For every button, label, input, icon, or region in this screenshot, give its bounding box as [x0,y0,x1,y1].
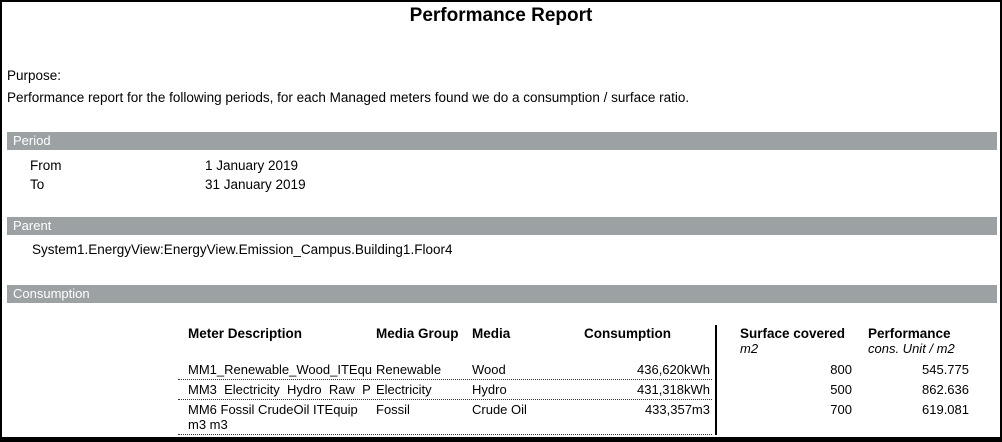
table-row: MM1_Renewable_Wood_ITEqu Renewable Wood … [178,359,969,380]
cell-consumption: 433,357m3 [644,402,710,417]
table-row: MM3 Electricity Hydro Raw P Electricity … [178,379,969,400]
cell-spacer [852,362,868,377]
column-header-consumption: Consumption [584,326,671,341]
subheader-spacer [584,341,710,355]
cell-surface-covered: 700 [830,402,852,417]
cell-media-group: Fossil [376,402,410,417]
column-subheader-surface-unit: m2 [740,341,759,356]
period-section-header: Period [7,132,997,150]
cell-performance: 545.775 [922,362,969,377]
cell-media: Crude Oil [472,402,527,417]
period-from-value: 1 January 2019 [205,158,299,173]
period-to-label: To [30,177,45,192]
cell-media: Hydro [472,382,507,397]
column-header-meter: Meter Description [188,326,303,341]
cell-meter-description: MM3 Electricity Hydro Raw P [188,382,371,397]
consumption-table-header: Meter Description Media Group Media Cons… [188,326,969,356]
column-subheader-performance-unit: cons. Unit / m2 [868,341,955,356]
cell-performance: 619.081 [922,402,969,417]
period-from-label: From [30,158,62,173]
cell-media-group: Electricity [376,382,432,397]
cell-media: Wood [472,362,506,377]
consumption-table-body: MM1_Renewable_Wood_ITEqu Renewable Wood … [178,359,969,435]
cell-spacer [852,382,868,397]
cell-consumption: 436,620kWh [637,362,710,377]
cell-performance: 862.636 [922,382,969,397]
cell-media-group: Renewable [376,362,442,377]
purpose-description: Performance report for the following per… [7,90,690,105]
parent-path: System1.EnergyView:EnergyView.Emission_C… [32,242,453,257]
column-header-surface: Surface covered [740,326,846,341]
column-header-performance: Performance [868,326,951,341]
table-row: MM6 Fossil CrudeOil ITEquip m3 m3 Fossil… [178,399,969,435]
consumption-section-header: Consumption [7,285,997,303]
cell-spacer [852,402,868,432]
cell-consumption: 431,318kWh [637,382,710,397]
page-title: Performance Report [409,5,593,26]
subheader-spacer [188,341,376,355]
cell-surface-covered: 500 [830,382,852,397]
table-vertical-divider [715,325,717,435]
cell-meter-description: MM6 Fossil CrudeOil ITEquip m3 m3 [188,402,362,432]
column-header-media-group: Media Group [376,326,459,341]
subheader-spacer [472,341,584,355]
subheader-spacer [852,341,868,355]
cell-surface-covered: 800 [830,362,852,377]
cell-meter-description: MM1_Renewable_Wood_ITEqu [188,362,373,377]
subheader-spacer [376,341,472,355]
header-spacer [852,327,868,341]
parent-section-header: Parent [7,217,997,235]
purpose-label: Purpose: [7,68,62,83]
column-header-media: Media [472,326,511,341]
period-to-value: 31 January 2019 [205,177,306,192]
